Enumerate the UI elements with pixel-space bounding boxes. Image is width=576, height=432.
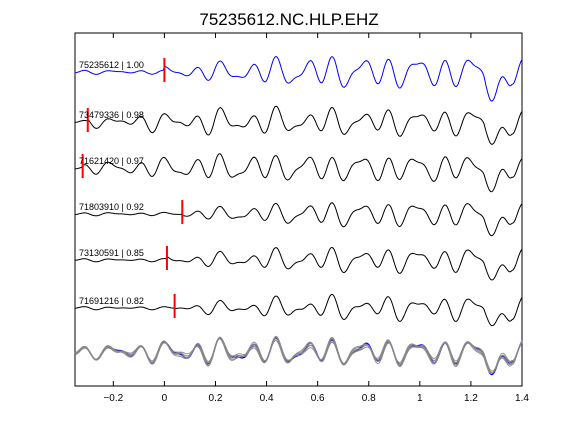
overlay-trace	[74, 338, 523, 375]
x-tick-label: 0.6	[311, 393, 325, 404]
overlay-trace	[74, 335, 523, 372]
trace-label: 71803910 | 0.92	[79, 202, 144, 212]
x-tick-label: 1.2	[464, 393, 478, 404]
x-tick-label: 0	[162, 393, 168, 404]
overlay-trace	[74, 336, 523, 374]
x-tick-label: 1.4	[515, 393, 529, 404]
plot-frame	[74, 32, 523, 387]
trace-labels: 75235612 | 1.00 73479336 | 0.98 71621420 |…	[79, 60, 144, 306]
trace-label: 73130591 | 0.85	[79, 248, 144, 258]
waveform-trace	[74, 246, 523, 281]
chart-title: 75235612.NC.HLP.EHZ	[199, 10, 378, 29]
trace-label: 71691216 | 0.82	[79, 296, 144, 306]
waveform-trace	[74, 55, 523, 102]
trace-label: 73479336 | 0.98	[79, 110, 144, 120]
x-tick-label: 0.4	[260, 393, 274, 404]
waveform-trace	[74, 153, 523, 193]
x-tick-label: 0.2	[209, 393, 223, 404]
waveform-trace	[74, 105, 523, 145]
x-axis: −0.2 0 0.2 0.4 0.6 0.8 1 1.2 1.4	[103, 33, 529, 404]
trace-label: 71621420 | 0.97	[79, 156, 144, 166]
pick-markers	[81, 58, 184, 318]
x-tick-label: 1	[417, 393, 423, 404]
waveform-traces	[74, 55, 523, 327]
overlay-trace	[74, 337, 523, 376]
x-tick-label: 0.8	[362, 393, 376, 404]
x-tick-label: −0.2	[103, 393, 123, 404]
trace-label: 75235612 | 1.00	[79, 60, 144, 70]
waveform-trace	[74, 293, 523, 327]
waveform-trace	[74, 202, 523, 237]
overlay-stack	[74, 335, 523, 376]
